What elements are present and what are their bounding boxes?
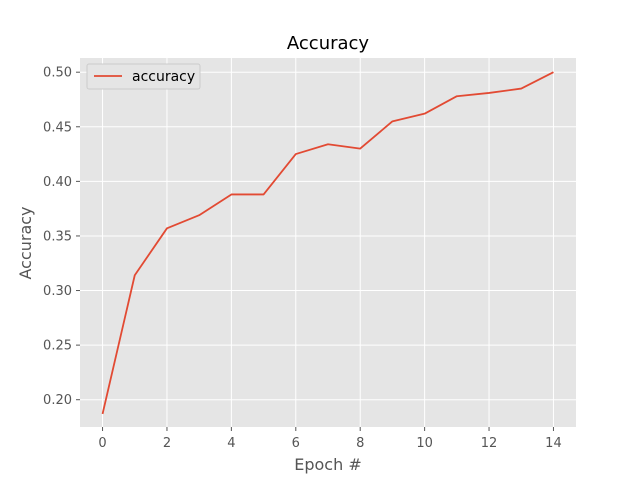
legend-label: accuracy <box>132 69 195 85</box>
x-axis-label: Epoch # <box>294 455 361 474</box>
plot-area <box>80 58 576 427</box>
y-tick-label: 0.50 <box>43 66 72 81</box>
x-tick-label: 0 <box>98 436 106 451</box>
y-tick-label: 0.35 <box>43 229 72 244</box>
y-tick-label: 0.20 <box>43 393 72 408</box>
x-tick-label: 8 <box>356 436 364 451</box>
legend: accuracy <box>86 63 201 90</box>
series-lines <box>101 71 554 415</box>
y-tick-label: 0.40 <box>43 175 72 190</box>
x-tick-label: 4 <box>227 436 235 451</box>
y-tick-label: 0.45 <box>43 120 72 135</box>
x-tick-label: 2 <box>163 436 171 451</box>
chart-title: Accuracy <box>287 33 370 54</box>
x-tick-label: 14 <box>545 436 562 451</box>
x-tick-label: 10 <box>416 436 433 451</box>
y-tick-label: 0.25 <box>43 339 72 354</box>
x-tick-label: 6 <box>292 436 300 451</box>
x-tick-label: 12 <box>481 436 498 451</box>
y-axis-label: Accuracy <box>16 206 35 279</box>
y-tick-label: 0.30 <box>43 284 72 299</box>
legend-box <box>86 63 201 90</box>
axis-ticks: 0 2 4 6 8 10 12 14 0.20 0.25 0.30 0.35 0.40 0.45 0.50 <box>43 66 562 451</box>
